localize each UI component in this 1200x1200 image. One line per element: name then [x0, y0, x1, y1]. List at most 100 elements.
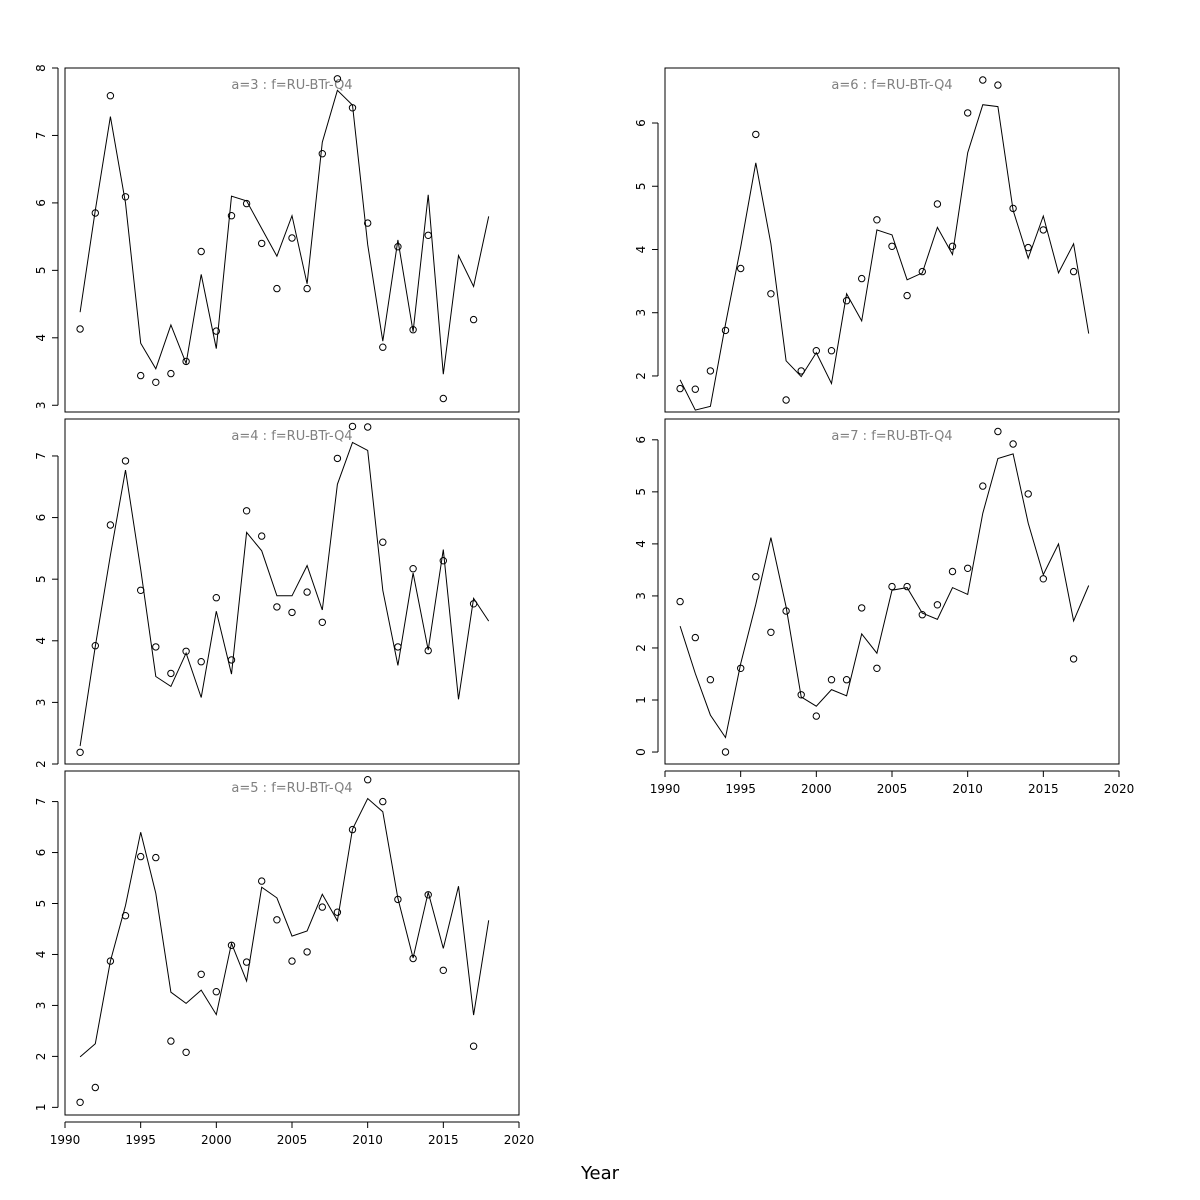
observed-point [242, 199, 251, 208]
observed-point [318, 150, 326, 158]
observed-point [842, 676, 851, 684]
observed-point [273, 603, 281, 611]
y-tick-label: 6 [34, 514, 48, 522]
observed-point [424, 231, 432, 240]
observed-point [1009, 440, 1017, 448]
x-tick-label: 2010 [352, 1133, 383, 1147]
y-axis: 0 1 2 3 4 5 6 [634, 436, 659, 756]
observed-point [1069, 267, 1078, 276]
observed-point [121, 457, 130, 465]
observed-point [676, 597, 684, 606]
fitted-series-line [79, 89, 490, 375]
observed-point [933, 200, 942, 208]
y-tick-label: 6 [34, 849, 48, 857]
observed-point [409, 565, 417, 573]
x-axis: 1990 1995 2000 2005 2010 2015 2020 [650, 770, 1134, 796]
observed-point [424, 891, 432, 899]
panel-frame [664, 418, 1120, 765]
observed-point [152, 378, 160, 386]
observed-point [752, 573, 760, 581]
observed-point [858, 604, 866, 612]
observed-point [903, 291, 911, 300]
observed-point [212, 988, 221, 996]
panel-frame [64, 418, 520, 765]
observed-point [333, 75, 342, 83]
observed-point [721, 326, 730, 335]
observed-point [737, 264, 745, 273]
observed-point [691, 633, 699, 642]
observed-point [964, 109, 972, 117]
observed-point [212, 327, 221, 335]
fitted-series-line [679, 453, 1090, 739]
x-tick-label: 2000 [201, 1133, 232, 1147]
x-tick-label: 2005 [277, 1133, 308, 1147]
observed-point [964, 564, 972, 572]
observed-point [227, 656, 236, 664]
observed-point [676, 384, 684, 393]
observed-point [106, 92, 115, 100]
observed-point [364, 423, 372, 431]
panel-title: a=4 : f=RU-BTr-Q4 [231, 429, 352, 444]
observed-point [152, 643, 160, 651]
panel-title: a=7 : f=RU-BTr-Q4 [831, 429, 952, 444]
observed-point [91, 1083, 100, 1092]
observed-point [918, 611, 926, 619]
observed-point [91, 209, 100, 217]
observed-point [197, 658, 205, 666]
observed-point [197, 970, 205, 978]
observed-point [182, 1048, 190, 1057]
fitted-series-line [79, 797, 490, 1058]
observed-point [721, 748, 730, 756]
observed-point [691, 385, 699, 393]
observed-point [242, 958, 251, 966]
observed-point [1009, 204, 1017, 213]
observed-point [737, 664, 745, 672]
observed-point [858, 274, 866, 283]
observed-point [152, 853, 160, 862]
y-tick-label: 3 [634, 592, 648, 600]
observed-point [994, 81, 1002, 89]
fitted-series-line [679, 104, 1090, 411]
observed-point [948, 242, 957, 251]
observed-point [76, 748, 84, 756]
observed-point [121, 193, 130, 201]
observed-point [994, 427, 1002, 436]
y-tick-label: 6 [634, 436, 648, 444]
observed-point [706, 367, 715, 375]
y-tick-label: 3 [34, 1002, 48, 1010]
observed-point [827, 676, 836, 684]
observed-point [137, 852, 145, 861]
x-tick-label: 2015 [1028, 782, 1059, 796]
x-tick-label: 2020 [504, 1133, 535, 1147]
observed-point [409, 326, 417, 334]
observed-point [197, 247, 205, 256]
observed-point [91, 642, 100, 650]
observed-point [439, 966, 447, 974]
y-tick-label: 6 [34, 199, 48, 207]
y-tick-label: 5 [634, 182, 648, 190]
y-axis: 2 3 4 5 6 [634, 119, 659, 380]
observed-point [979, 76, 987, 84]
observed-point [469, 1042, 478, 1050]
observed-point [469, 315, 478, 324]
observed-point [348, 422, 357, 431]
observed-point [469, 600, 478, 608]
panel-frame [64, 67, 520, 413]
observed-point [242, 507, 251, 515]
y-tick-label: 5 [34, 267, 48, 275]
observed-point [348, 104, 357, 112]
y-tick-label: 6 [634, 119, 648, 127]
observed-point [409, 954, 417, 963]
observed-point [394, 643, 402, 651]
panel-title: a=6 : f=RU-BTr-Q4 [831, 78, 952, 93]
observed-point [182, 357, 190, 366]
observed-point [318, 903, 326, 911]
observed-point [706, 676, 715, 684]
observed-point [873, 664, 881, 672]
observed-point [888, 582, 896, 591]
observed-point [782, 396, 790, 404]
observed-point [273, 284, 281, 293]
x-tick-label: 2000 [801, 782, 832, 796]
y-tick-label: 4 [34, 951, 48, 959]
y-tick-label: 7 [34, 132, 48, 140]
